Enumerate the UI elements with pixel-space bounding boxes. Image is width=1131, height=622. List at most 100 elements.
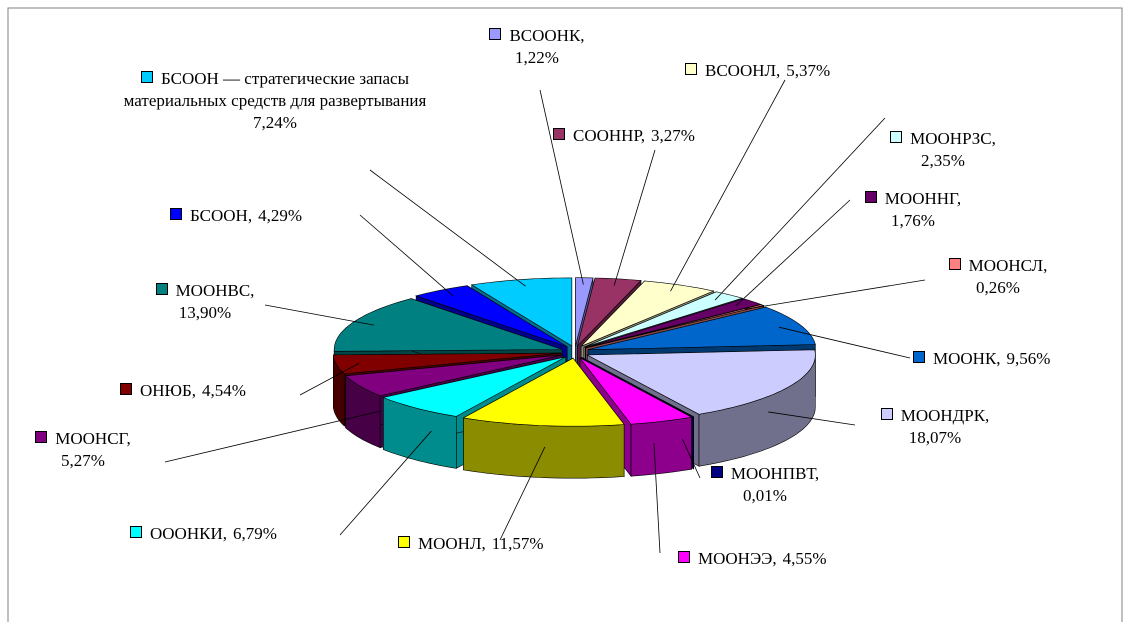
value-label: 11,57% bbox=[491, 534, 544, 553]
data-label: МООНДРК, 18,07% bbox=[860, 405, 1010, 449]
value-label: 5,37% bbox=[786, 61, 831, 80]
leader-line bbox=[369, 169, 526, 287]
slice-top bbox=[583, 291, 744, 348]
slice-top bbox=[585, 304, 765, 349]
category-label: МООНЛ, bbox=[418, 534, 486, 553]
leader-line bbox=[613, 149, 656, 286]
legend-swatch bbox=[864, 191, 877, 203]
legend-swatch bbox=[685, 63, 697, 75]
category-label: ВСООНЛ, bbox=[705, 61, 781, 80]
legend-swatch bbox=[880, 408, 893, 420]
category-label: СООННР, bbox=[573, 126, 646, 145]
category-label: ОООНКИ, bbox=[150, 524, 227, 543]
slice-wall bbox=[463, 417, 625, 479]
leader-line bbox=[653, 443, 661, 554]
data-label: МООННГ, 1,76% bbox=[848, 188, 978, 232]
value-label: 0,26% bbox=[976, 278, 1020, 297]
legend-swatch bbox=[678, 551, 690, 563]
slice-top bbox=[462, 357, 625, 427]
data-label: МООНСЛ, 0,26% bbox=[928, 255, 1068, 299]
data-label: МООНЭЭ, 4,55% bbox=[678, 548, 827, 570]
value-label: 0,01% bbox=[743, 486, 787, 505]
legend-swatch bbox=[140, 71, 153, 83]
data-label: ОООНКИ, 6,79% bbox=[130, 523, 277, 545]
category-label: ОНЮБ, bbox=[140, 381, 197, 400]
leader-line bbox=[735, 199, 851, 307]
legend-swatch bbox=[489, 28, 502, 40]
legend-swatch bbox=[890, 131, 903, 143]
slice-top bbox=[415, 285, 568, 348]
leader-line bbox=[768, 411, 856, 426]
value-label: 13,90% bbox=[178, 303, 232, 322]
legend-swatch bbox=[913, 351, 925, 363]
data-label: МООНЛ, 11,57% bbox=[398, 533, 544, 555]
category-label: МООНСГ, bbox=[55, 429, 131, 448]
value-label: 1,22% bbox=[515, 48, 559, 67]
legend-swatch bbox=[130, 526, 142, 538]
slice-top bbox=[333, 298, 563, 352]
category-label: МООННГ, bbox=[884, 189, 962, 208]
slice-top bbox=[344, 354, 563, 397]
legend-swatch bbox=[35, 431, 48, 443]
slice-top bbox=[581, 357, 694, 418]
slice-top bbox=[576, 277, 642, 347]
slice-top bbox=[580, 280, 715, 347]
category-label: ВСООНК, bbox=[509, 26, 585, 45]
value-label: 4,29% bbox=[258, 206, 302, 225]
data-label: БСООН — стратегические запасы материальн… bbox=[95, 68, 455, 134]
category-label: МООНПВТ, bbox=[730, 464, 820, 483]
category-label: МООНДРК, bbox=[900, 406, 990, 425]
data-label: СООННР, 3,27% bbox=[553, 125, 695, 147]
data-label: МООНПВТ, 0,01% bbox=[700, 463, 830, 507]
frame bbox=[7, 7, 1123, 622]
legend-swatch bbox=[120, 383, 132, 395]
data-label: ОНЮБ, 4,54% bbox=[120, 380, 246, 402]
value-label: 4,54% bbox=[202, 381, 246, 400]
value-label: 6,79% bbox=[232, 524, 277, 543]
data-label: ВСООНЛ, 5,37% bbox=[685, 60, 830, 82]
data-label: МООНВС, 13,90% bbox=[130, 280, 280, 324]
leader-line bbox=[744, 279, 926, 310]
leader-line bbox=[681, 438, 701, 479]
leader-line bbox=[359, 214, 454, 297]
data-label: МООНК, 9,56% bbox=[913, 348, 1050, 370]
slice-top bbox=[579, 357, 693, 425]
value-label: 1,76% bbox=[891, 211, 935, 230]
legend-swatch bbox=[155, 283, 168, 295]
data-label: БСООН, 4,29% bbox=[170, 205, 302, 227]
legend-swatch bbox=[398, 536, 410, 548]
legend-swatch bbox=[710, 466, 723, 478]
leader-line bbox=[299, 363, 360, 396]
value-label: 7,24% bbox=[253, 113, 297, 132]
value-label: 9,56% bbox=[1006, 349, 1051, 368]
category-label: БСООН — стратегические запасы материальн… bbox=[123, 69, 427, 110]
value-label: 5,27% bbox=[61, 451, 105, 470]
value-label: 3,27% bbox=[651, 126, 695, 145]
value-label: 18,07% bbox=[908, 428, 962, 447]
slice-wall bbox=[630, 416, 692, 477]
data-label: МООНСГ, 5,27% bbox=[18, 428, 148, 472]
slice-top bbox=[382, 356, 566, 417]
slice-top bbox=[586, 349, 816, 415]
data-label: ВСООНК, 1,22% bbox=[462, 25, 612, 69]
pie-slice bbox=[462, 357, 625, 479]
legend-swatch bbox=[170, 208, 182, 220]
legend-swatch bbox=[948, 258, 961, 270]
leader-line bbox=[539, 89, 584, 285]
slice-top bbox=[575, 277, 594, 346]
leader-line bbox=[164, 410, 381, 463]
legend-swatch bbox=[553, 128, 565, 140]
value-label: 4,55% bbox=[782, 549, 827, 568]
category-label: БСООН, bbox=[190, 206, 253, 225]
slice-top bbox=[587, 306, 816, 350]
leader-line bbox=[778, 326, 911, 359]
leader-line bbox=[670, 79, 786, 292]
category-label: МООНВС, bbox=[175, 281, 255, 300]
slice-top bbox=[470, 277, 573, 347]
category-label: МООНЭЭ, bbox=[698, 549, 777, 568]
leader-line bbox=[339, 430, 432, 536]
leader-line bbox=[264, 304, 375, 326]
category-label: МООНСЛ, bbox=[968, 256, 1048, 275]
